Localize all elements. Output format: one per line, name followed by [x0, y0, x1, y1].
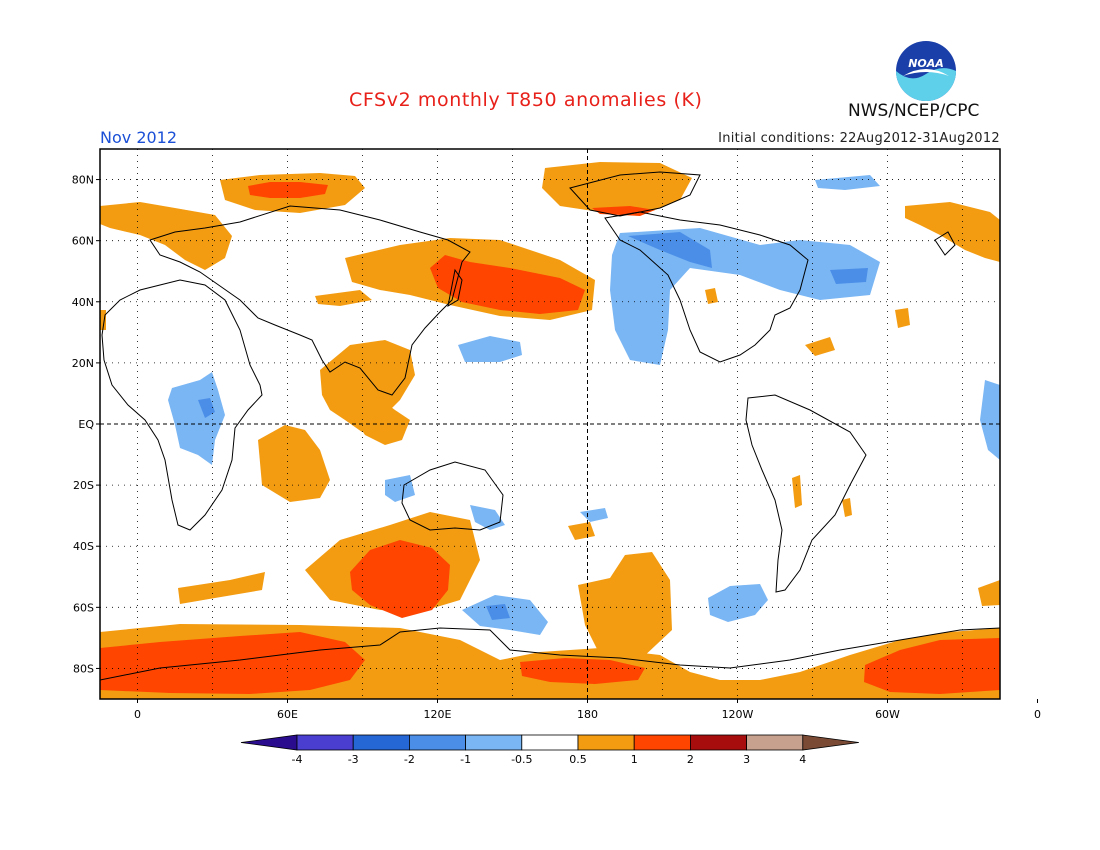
anomaly-pos2-north-pacific: [430, 255, 585, 314]
colorbar-tick-label: -3: [348, 753, 359, 766]
anomaly-neg-arctic: [815, 175, 880, 190]
lat-tick-label: 20S: [73, 479, 94, 492]
anomaly-pos-south-pacific-west: [568, 522, 595, 540]
lat-tick-label: 60S: [73, 601, 94, 614]
colorbar-tick-label: -0.5: [511, 753, 532, 766]
anomaly-neg-tasman: [470, 505, 505, 530]
longitude-labels: 0 60E 120E 180 120W 60W 0: [134, 699, 1041, 721]
coast-south-america: [745, 394, 867, 593]
colorbar-tick-label: -4: [292, 753, 303, 766]
anomaly-pos2-antarctic-west: [100, 632, 365, 694]
colorbar-tick-label: 0.5: [569, 753, 587, 766]
coast-antarctica: [100, 627, 1000, 681]
coastlines: [100, 171, 1000, 681]
anomaly-neg-australia: [385, 475, 415, 502]
lat-lon-grid: [100, 149, 1000, 699]
valid-period-label: Nov 2012: [100, 128, 178, 147]
lon-tick-label: 180: [577, 708, 598, 721]
coast-eurasia: [149, 205, 471, 396]
coast-uk: [934, 231, 956, 256]
lat-tick-label: EQ: [78, 418, 94, 431]
lat-tick-label: 20N: [72, 357, 94, 370]
anomaly-neg2-africa: [198, 398, 215, 418]
anomaly-neg-north-america: [610, 228, 880, 365]
anomaly-pos-scandinavia-east: [905, 202, 1000, 262]
lon-tick-label: 120W: [722, 708, 754, 721]
colorbar-tick-label: -1: [460, 753, 471, 766]
anomaly-pos2-south-indian: [350, 540, 450, 618]
anomaly-pos-atlantic-sw: [842, 498, 852, 517]
lat-tick-label: 60N: [72, 235, 94, 248]
colorbar-min-arrow: [240, 734, 298, 751]
colorbar-swatch: [465, 734, 523, 751]
coast-north-america: [604, 211, 809, 363]
coast-australia: [401, 461, 504, 531]
colorbar-swatch: [296, 734, 354, 751]
anomaly-pos-indian-ocean: [258, 425, 330, 502]
anomaly-neg-west-pacific: [458, 336, 522, 362]
lon-tick-label: 60E: [277, 708, 298, 721]
colorbar-swatch: [690, 734, 748, 751]
latitude-labels: 80N 60N 40N 20N EQ 20S 40S 60S 80S: [72, 174, 100, 675]
anomaly-pos-greenland: [542, 162, 692, 212]
anomaly-pos-asia-strip: [315, 290, 372, 306]
colorbar-swatch: [352, 734, 410, 751]
coast-japan: [447, 268, 463, 308]
colorbar-swatch: [633, 734, 691, 751]
colorbar-swatch: [521, 734, 579, 751]
anomaly-neg-atlantic-eq: [980, 380, 1000, 460]
anomaly-pos-south-america: [792, 475, 802, 508]
anomaly-pos-south-atlantic-east: [978, 580, 1000, 606]
anomaly-pos-indian-strip: [178, 572, 265, 604]
lat-tick-label: 40N: [72, 296, 94, 309]
colorbar-max-arrow: [802, 734, 859, 751]
lat-tick-label: 80N: [72, 174, 94, 187]
agency-label: NWS/NCEP/CPC: [848, 101, 980, 121]
anomaly-pos-caribbean: [805, 337, 835, 356]
anomaly-neg2-atlantic: [830, 268, 868, 284]
anomaly-pos2-siberia: [248, 182, 328, 198]
colorbar-tick-label: 1: [631, 753, 638, 766]
anomaly-neg-africa: [168, 372, 225, 465]
map-title: CFSv2 monthly T850 anomalies (K): [349, 89, 703, 111]
noaa-logo-text: NOAA: [908, 57, 944, 70]
lat-tick-label: 80S: [73, 662, 94, 675]
colorbar-tick-label: 4: [799, 753, 806, 766]
colorbar-tick-label: 2: [687, 753, 694, 766]
anomaly-neg-southern-ocean: [580, 508, 608, 522]
colorbar-tick-label: 3: [743, 753, 750, 766]
anomaly-pos-atlantic-west: [895, 308, 910, 328]
coast-greenland: [569, 171, 701, 217]
anomaly-pos-scandinavia-west: [100, 202, 232, 270]
lon-tick-label: 120E: [424, 708, 452, 721]
anomaly-shading: [100, 162, 1000, 699]
anomaly-pos-atlantic-mid: [705, 288, 718, 304]
anomaly-neg2-canada: [628, 232, 712, 268]
lat-tick-label: 40S: [73, 540, 94, 553]
colorbar-swatch: [577, 734, 635, 751]
colorbar-swatch: [408, 734, 466, 751]
anomaly-pos2-antarctic-east: [864, 638, 1000, 694]
coast-africa-europe: [101, 279, 263, 531]
colorbar-tick-label: -2: [404, 753, 415, 766]
noaa-logo: NOAA: [895, 40, 957, 102]
anomaly-pos-south-pacific: [578, 552, 672, 660]
initial-conditions-label: Initial conditions: 22Aug2012-31Aug2012: [718, 131, 1000, 146]
lon-tick-label: 60W: [875, 708, 900, 721]
anomaly-pos2-ross-sea: [520, 658, 645, 684]
lon-tick-label: 0: [134, 708, 141, 721]
anomaly-pos-maritime: [355, 395, 410, 445]
lon-tick-label: 0: [1034, 708, 1041, 721]
anomaly-neg-south-atlantic: [708, 584, 768, 622]
colorbar-swatch: [746, 734, 804, 751]
colorbar: -4 -3 -2 -1 -0.5 0.5 1 2 3 4: [240, 734, 859, 766]
anomaly-neg2-pacific: [486, 604, 510, 620]
